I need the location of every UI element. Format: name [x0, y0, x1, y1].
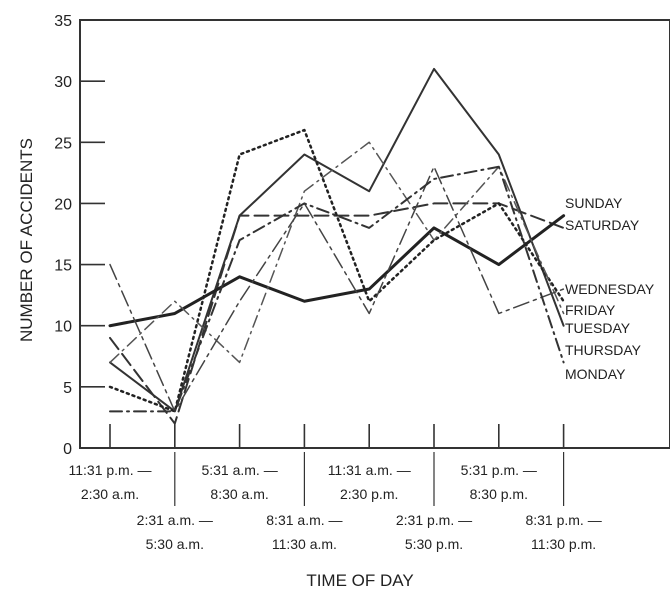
x-tick-label: 2:30 a.m.: [81, 486, 139, 502]
series-line-sunday: [109, 67, 565, 413]
y-axis: 0 5 10 15 20 25 30 35: [54, 13, 105, 458]
series-line-wednesday: [108, 214, 566, 328]
y-tick-label: 30: [54, 74, 72, 91]
series-line-friday: [108, 128, 565, 413]
x-tick-label: 5:31 p.m. —: [461, 462, 537, 478]
x-tick-label: 8:30 p.m.: [470, 486, 528, 502]
y-axis-label: NUMBER OF ACCIDENTS: [17, 138, 36, 342]
legend-label-wednesday: WEDNESDAY: [565, 281, 655, 297]
x-tick-label: 2:31 a.m. —: [137, 512, 213, 528]
legend-label-monday: MONDAY: [565, 366, 626, 382]
x-tick-label: 5:31 a.m. —: [201, 462, 277, 478]
y-tick-label: 35: [54, 13, 72, 30]
y-tick-label: 20: [54, 196, 72, 213]
x-tick-label: 11:30 p.m.: [531, 536, 596, 552]
x-tick-label: 5:30 p.m.: [405, 536, 463, 552]
x-tick-label: 2:31 p.m. —: [396, 512, 472, 528]
x-tick-label: 2:30 p.m.: [340, 486, 398, 502]
x-tick-label: 11:30 a.m.: [272, 536, 337, 552]
x-tick-label: 8:31 p.m. —: [525, 512, 601, 528]
series-line-monday: [109, 165, 565, 413]
legend-label-sunday: SUNDAY: [565, 195, 623, 211]
x-tick-label: 8:30 a.m.: [210, 486, 268, 502]
y-tick-label: 15: [54, 258, 72, 275]
legend-label-tuesday: TUESDAY: [565, 320, 631, 336]
x-axis-label: TIME OF DAY: [306, 571, 413, 590]
x-tick-label: 11:31 a.m. —: [328, 462, 411, 478]
plot-frame: [79, 19, 670, 449]
y-tick-label: 5: [63, 380, 72, 397]
series-line-tuesday: [109, 141, 565, 364]
legend-label-friday: FRIDAY: [565, 302, 616, 318]
series-line-saturday: [109, 202, 565, 425]
series-line-thursday: [109, 165, 565, 413]
y-tick-label: 0: [63, 441, 72, 458]
x-tick-label: 8:31 a.m. —: [266, 512, 342, 528]
series-lines: [108, 67, 566, 425]
x-tick-label: 11:31 p.m. —: [68, 462, 151, 478]
y-tick-label: 25: [54, 135, 72, 152]
x-tick-label: 5:30 a.m.: [146, 536, 204, 552]
legend-label-thursday: THURSDAY: [565, 342, 642, 358]
y-tick-label: 10: [54, 319, 72, 336]
legend: SUNDAY SATURDAY WEDNESDAY FRIDAY TUESDAY THUR…: [565, 195, 655, 382]
x-axis: 11:31 p.m. — 2:30 a.m. 2:31 a.m. — 5:30 a.m…: [68, 424, 602, 552]
legend-label-saturday: SATURDAY: [565, 217, 640, 233]
